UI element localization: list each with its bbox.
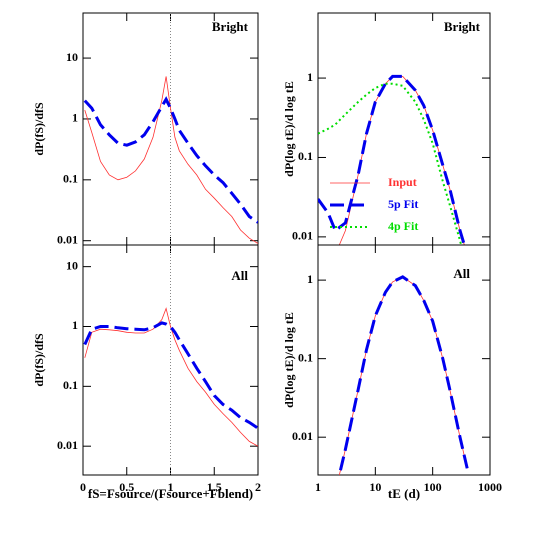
x-tick-label: 1000 [478, 480, 502, 494]
legend-label: 4p Fit [388, 219, 418, 233]
x-tick-label: 0.5 [119, 480, 134, 494]
y-tick-label: 0.1 [63, 172, 78, 186]
panel-label: Bright [212, 19, 249, 34]
y-tick-label: 10 [66, 258, 78, 272]
line [318, 82, 463, 245]
y-tick-label: 0.1 [298, 149, 313, 163]
line [337, 275, 469, 475]
plot-area [337, 275, 469, 475]
y-tick-label: 0.01 [57, 232, 78, 246]
legend-label: Input [388, 175, 417, 189]
x-tick-label: 0 [80, 480, 86, 494]
line [84, 76, 258, 244]
y-tick-label: 1 [307, 70, 313, 84]
y-axis-label: dP(fS)/dfS [32, 333, 46, 387]
panel-label: All [453, 266, 470, 281]
y-tick-label: 0.01 [57, 438, 78, 452]
x-axis-label: fS=Fsource/(Fsource+Fblend) [88, 486, 253, 501]
x-axis-label: tE (d) [388, 486, 420, 501]
y-tick-label: 0.01 [292, 229, 313, 243]
y-tick-label: 1 [307, 272, 313, 286]
panel-label: All [231, 268, 248, 283]
y-tick-label: 0.01 [292, 429, 313, 443]
panel-label: Bright [444, 19, 481, 34]
line [84, 307, 258, 447]
y-tick-label: 1 [72, 318, 78, 332]
x-tick-label: 1 [315, 480, 321, 494]
y-tick-label: 0.1 [63, 378, 78, 392]
x-tick-label: 100 [424, 480, 442, 494]
x-tick-label: 1 [168, 480, 174, 494]
x-tick-label: 10 [369, 480, 381, 494]
plot-area [318, 74, 466, 245]
line [83, 96, 258, 224]
plot-area [83, 307, 258, 447]
plot-area [83, 76, 258, 244]
y-axis-label: dP(log tE)/d log tE [282, 81, 296, 177]
y-axis-label: dP(log tE)/d log tE [282, 312, 296, 408]
y-tick-label: 1 [72, 111, 78, 125]
x-tick-label: 2 [255, 480, 261, 494]
line [83, 321, 258, 430]
frame [317, 244, 491, 476]
line [318, 74, 466, 245]
y-axis-label: dP(fS)/dfS [32, 102, 46, 156]
legend-label: 5p Fit [388, 197, 418, 211]
y-tick-label: 0.1 [298, 350, 313, 364]
x-tick-label: 1.5 [207, 480, 222, 494]
frame [82, 12, 259, 246]
y-tick-label: 10 [66, 50, 78, 64]
